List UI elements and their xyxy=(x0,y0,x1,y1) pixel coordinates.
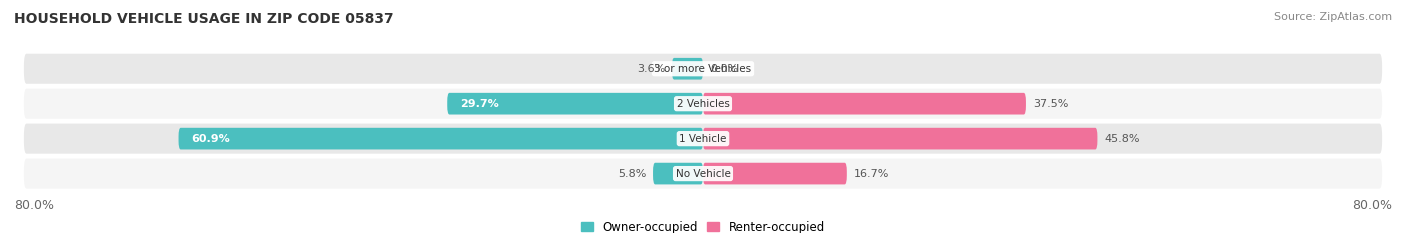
Text: 5.8%: 5.8% xyxy=(617,169,647,178)
FancyBboxPatch shape xyxy=(22,157,1384,190)
FancyBboxPatch shape xyxy=(703,128,1098,150)
FancyBboxPatch shape xyxy=(447,93,703,115)
Text: 60.9%: 60.9% xyxy=(191,134,231,144)
FancyBboxPatch shape xyxy=(652,163,703,185)
Text: 0.0%: 0.0% xyxy=(710,64,738,74)
FancyBboxPatch shape xyxy=(22,87,1384,120)
FancyBboxPatch shape xyxy=(179,128,703,150)
Text: Source: ZipAtlas.com: Source: ZipAtlas.com xyxy=(1274,12,1392,22)
Text: 29.7%: 29.7% xyxy=(460,99,499,109)
FancyBboxPatch shape xyxy=(22,122,1384,155)
Legend: Owner-occupied, Renter-occupied: Owner-occupied, Renter-occupied xyxy=(576,216,830,233)
FancyBboxPatch shape xyxy=(22,52,1384,85)
Text: 45.8%: 45.8% xyxy=(1104,134,1140,144)
Text: No Vehicle: No Vehicle xyxy=(675,169,731,178)
Text: 2 Vehicles: 2 Vehicles xyxy=(676,99,730,109)
Text: 1 Vehicle: 1 Vehicle xyxy=(679,134,727,144)
FancyBboxPatch shape xyxy=(672,58,703,80)
Text: 3.6%: 3.6% xyxy=(637,64,665,74)
Text: 3 or more Vehicles: 3 or more Vehicles xyxy=(654,64,752,74)
FancyBboxPatch shape xyxy=(703,163,846,185)
Text: 37.5%: 37.5% xyxy=(1033,99,1069,109)
Text: HOUSEHOLD VEHICLE USAGE IN ZIP CODE 05837: HOUSEHOLD VEHICLE USAGE IN ZIP CODE 0583… xyxy=(14,12,394,26)
Text: 80.0%: 80.0% xyxy=(1353,199,1392,212)
Text: 16.7%: 16.7% xyxy=(853,169,889,178)
FancyBboxPatch shape xyxy=(703,93,1026,115)
Text: 80.0%: 80.0% xyxy=(14,199,53,212)
